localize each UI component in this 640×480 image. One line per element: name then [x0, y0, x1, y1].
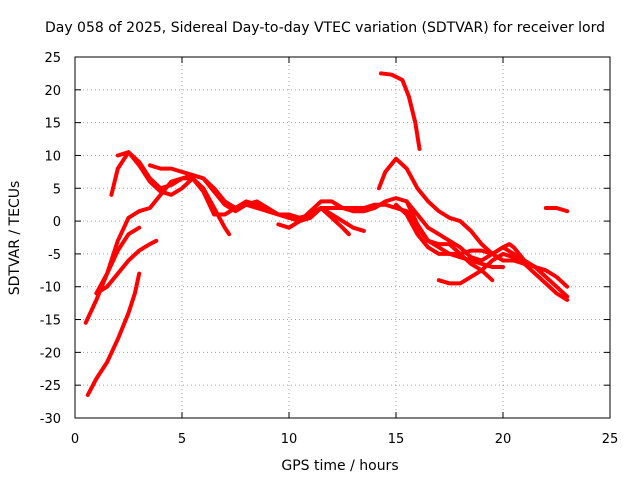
plot-frame [74, 56, 611, 419]
y-tick-label: 15 [44, 117, 61, 132]
x-tick-label: 0 [71, 432, 79, 447]
y-tick-label: 25 [44, 51, 61, 66]
y-tick-label: 0 [53, 215, 61, 230]
series-line-s12 [394, 202, 570, 299]
series-line-s6 [115, 150, 232, 237]
tick-labels: -30 -25 -20 -15 -10 -5 0 5 10 15 20 25 0 5 10 15 20 25 [40, 51, 619, 447]
series-line-s14 [436, 251, 527, 286]
x-axis-label: GPS time / hours [281, 458, 398, 474]
x-tick-label: 25 [602, 432, 619, 447]
series-line-s4 [94, 225, 142, 296]
y-tick-label: -5 [48, 248, 61, 263]
y-tick-label: 20 [44, 84, 61, 99]
x-tick-label: 15 [388, 432, 405, 447]
series-line-s11 [379, 71, 422, 151]
y-tick-label: 5 [53, 182, 61, 197]
x-tick-label: 20 [495, 432, 512, 447]
x-tick-label: 5 [178, 432, 186, 447]
y-axis-label: SDTVAR / TECUs [7, 181, 23, 296]
series-line-s3 [94, 238, 159, 296]
chart-title: Day 058 of 2025, Sidereal Day-to-day VTE… [45, 20, 605, 36]
axis-ticks [74, 56, 611, 419]
series-line-s2 [85, 271, 142, 397]
data-series [83, 71, 570, 397]
x-tick-label: 10 [281, 432, 298, 447]
series-line-s9 [287, 206, 351, 237]
grid [75, 57, 610, 418]
y-tick-label: -30 [40, 412, 61, 427]
y-tick-label: -10 [40, 281, 61, 296]
y-tick-label: -15 [40, 314, 61, 329]
series-line-s13 [404, 199, 570, 302]
y-tick-label: -20 [40, 346, 61, 361]
y-tick-label: 10 [44, 149, 61, 164]
series-line-s8 [276, 196, 495, 283]
series-line-s15 [543, 206, 570, 214]
series-line-s1 [83, 176, 505, 325]
series-line-s10 [376, 156, 570, 289]
y-tick-label: -25 [40, 379, 61, 394]
